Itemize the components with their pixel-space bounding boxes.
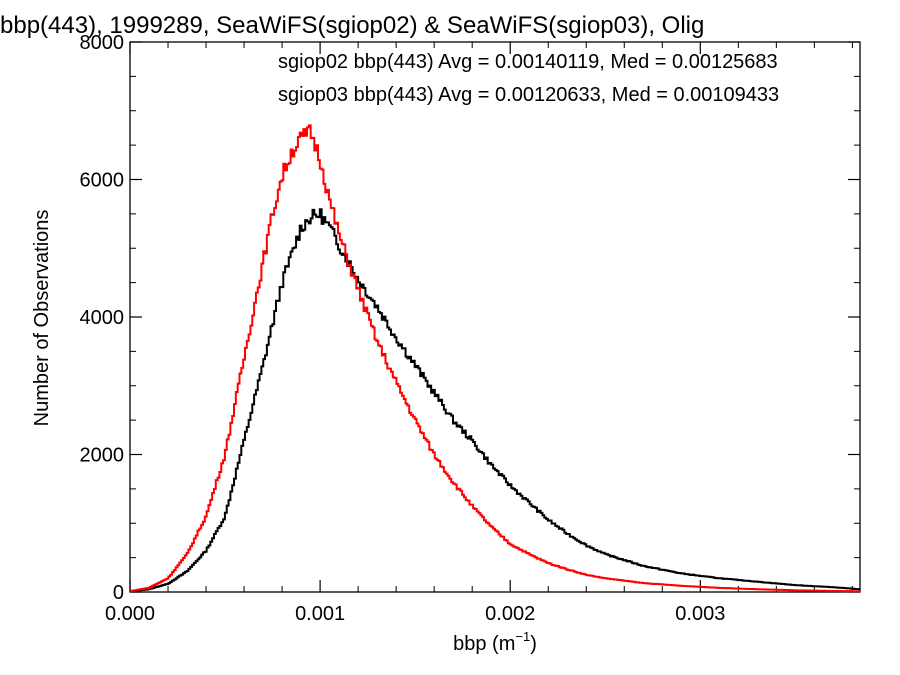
y-tick-label: 4000 bbox=[80, 307, 125, 329]
x-axis-label-main: bbp (m bbox=[453, 633, 515, 655]
x-tick-label: 0.000 bbox=[105, 603, 155, 625]
x-tick-label: 0.001 bbox=[295, 603, 345, 625]
chart-title: bbp(443), 1999289, SeaWiFS(sgiop02) & Se… bbox=[0, 12, 704, 39]
annotation-sgiop02: sgiop02 bbp(443) Avg = 0.00140119, Med =… bbox=[278, 51, 778, 73]
x-axis-label: bbp (m−1) bbox=[453, 629, 537, 655]
y-axis-label: Number of Observations bbox=[31, 210, 53, 427]
tick-group: 0.000 0.001 0.002 0.003 0 2000 4000 6000 8000 bbox=[80, 32, 860, 625]
y-tick-label: 2000 bbox=[80, 445, 125, 467]
series-line-0 bbox=[130, 208, 860, 593]
x-tick-label: 0.002 bbox=[485, 603, 535, 625]
x-axis-label-close: ) bbox=[530, 633, 537, 655]
series-line-1 bbox=[130, 124, 860, 593]
y-tick-label: 8000 bbox=[80, 32, 125, 54]
x-axis-label-exponent: −1 bbox=[515, 629, 530, 644]
y-tick-label: 6000 bbox=[80, 170, 125, 192]
series-layer bbox=[130, 124, 860, 593]
x-tick-label: 0.003 bbox=[675, 603, 725, 625]
annotation-sgiop03: sgiop03 bbp(443) Avg = 0.00120633, Med =… bbox=[278, 84, 779, 106]
y-tick-label: 0 bbox=[113, 582, 124, 604]
